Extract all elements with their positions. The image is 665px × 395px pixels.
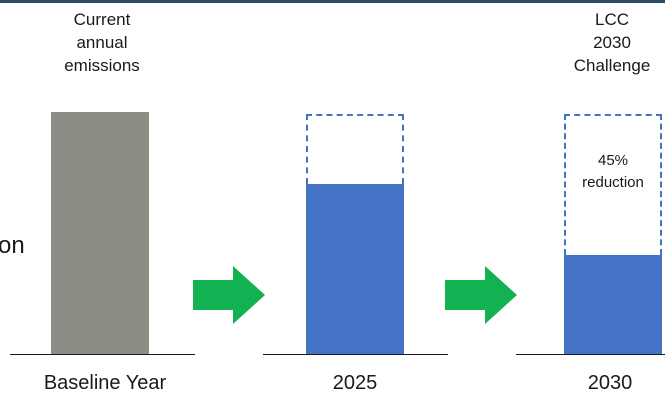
label-line: Challenge xyxy=(573,56,651,75)
label-line: emissions xyxy=(64,56,140,75)
dashed-outline-2030 xyxy=(564,114,662,255)
top-border xyxy=(0,0,665,3)
baseline-top-label: Current annual emissions xyxy=(40,8,164,77)
label-line: annual xyxy=(76,33,128,52)
reduction-annotation: 45% reduction xyxy=(560,150,665,194)
annotation-line: 45% xyxy=(597,152,629,169)
dashed-outline-2025 xyxy=(306,114,404,184)
label-line: Current xyxy=(73,10,131,29)
bar-baseline xyxy=(51,112,149,354)
bar-2025 xyxy=(306,184,404,354)
axis-label-baseline-year: Baseline Year xyxy=(43,372,167,394)
axis-baseline-1 xyxy=(10,354,195,355)
right-arrow-icon xyxy=(193,266,265,324)
axis-label-2030: 2030 xyxy=(587,372,633,394)
axis-label-2025: 2025 xyxy=(332,372,378,394)
label-line: 2030 xyxy=(593,33,631,52)
left-partial-text: on xyxy=(0,232,25,259)
axis-baseline-2 xyxy=(263,354,448,355)
lcc-2030-challenge-label: LCC 2030 Challenge xyxy=(552,8,665,77)
right-arrow-icon xyxy=(445,266,517,324)
bar-2030 xyxy=(564,255,662,354)
annotation-line: reduction xyxy=(582,174,644,191)
label-line: LCC xyxy=(594,10,629,29)
axis-baseline-3 xyxy=(516,354,665,355)
